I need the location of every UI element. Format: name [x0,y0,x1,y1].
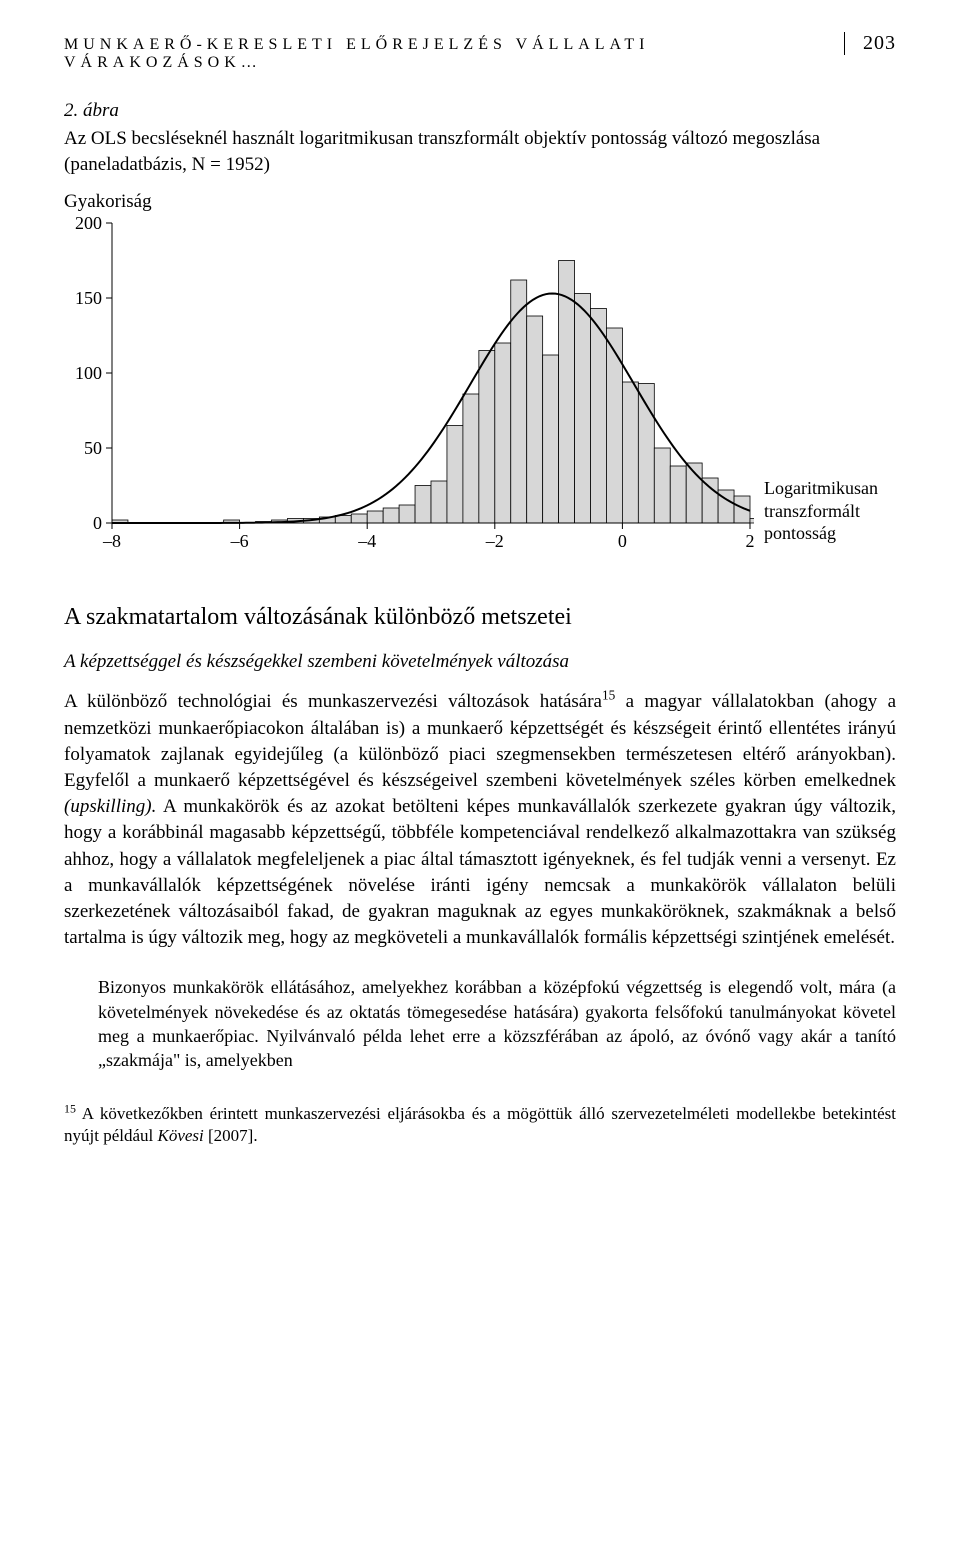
subsection-heading: A képzettséggel és készségekkel szembeni… [64,651,896,673]
histogram-chart: 0 50 100 150 200 –8 –6 –4 –2 0 2 [64,217,754,562]
footnote-ref-15: 15 [602,688,615,703]
footnote-text-b: [2007]. [204,1126,258,1145]
running-head-title: MUNKAERŐ-KERESLETI ELŐREJELZÉS VÁLLALATI… [64,36,844,72]
para1-text-a: A különböző technológiai és munkaszervez… [64,691,602,712]
figure-block: 2. ábra Az OLS becsléseknél használt log… [64,100,896,562]
svg-text:100: 100 [75,363,102,383]
svg-text:–2: –2 [485,531,504,551]
figure-caption: Az OLS becsléseknél használt logaritmiku… [64,126,896,177]
body-paragraph-1: A különböző technológiai és munkaszervez… [64,689,896,951]
page-number: 203 [844,32,896,55]
svg-text:0: 0 [93,513,102,533]
svg-text:50: 50 [84,438,102,458]
svg-text:–8: –8 [102,531,121,551]
x-axis-right-label: Logaritmikusantranszformáltpontosság [764,217,878,545]
footnote-italic: Kövesi [157,1126,203,1145]
histogram-svg: 0 50 100 150 200 –8 –6 –4 –2 0 2 [64,217,754,557]
figure-label: 2. ábra [64,100,896,122]
svg-text:0: 0 [618,531,627,551]
running-head: MUNKAERŐ-KERESLETI ELŐREJELZÉS VÁLLALATI… [64,32,896,72]
y-axis-title: Gyakoriság [64,191,896,213]
svg-text:–4: –4 [357,531,376,551]
footnote-marker: 15 [64,1101,76,1115]
svg-text:2: 2 [746,531,755,551]
svg-text:150: 150 [75,288,102,308]
svg-text:–6: –6 [230,531,249,551]
para1-text-c: A munkakörök és az azokat betölteni képe… [64,796,896,948]
block-quote: Bizonyos munkakörök ellátásához, amelyek… [98,975,896,1072]
section-heading: A szakmatartalom változásának különböző … [64,604,896,631]
svg-text:200: 200 [75,217,102,233]
para1-italic: (upskilling). [64,796,156,817]
footnote-15: 15 A következőkben érintett munkaszervez… [64,1103,896,1147]
